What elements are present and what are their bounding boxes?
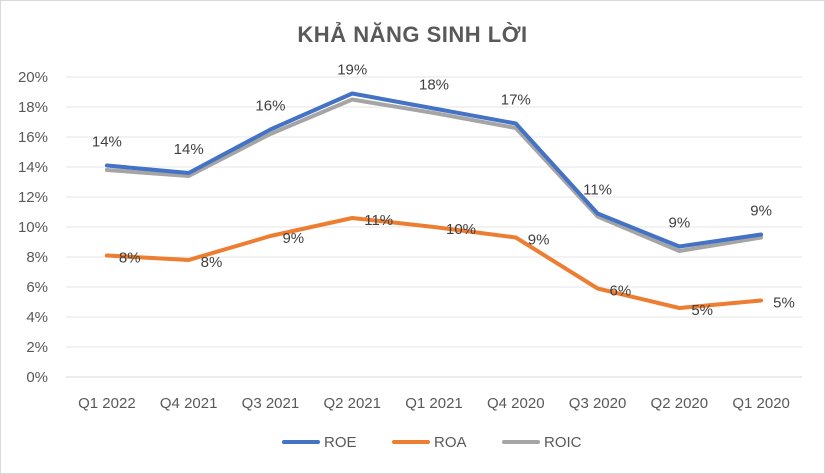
y-tick-label: 10% [18,219,48,236]
data-label-roe: 14% [174,141,204,158]
y-tick-label: 6% [26,279,48,296]
chart-title: KHẢ NĂNG SINH LỜI [297,22,528,47]
data-label-roa: 11% [364,212,393,229]
data-label-roa: 5% [773,295,795,312]
y-tick-label: 12% [18,189,48,206]
data-label-roa: 10% [446,221,476,238]
data-label-roe: 14% [92,134,122,151]
x-tick-label: Q4 2021 [160,395,218,412]
data-label-roa: 5% [691,302,713,319]
y-tick-label: 2% [26,339,48,356]
y-tick-label: 20% [18,69,48,86]
y-tick-label: 4% [26,309,48,326]
legend-label-roa: ROA [434,434,467,451]
series-line-roa [104,216,764,310]
y-axis-ticks: 0% 2% 4% 6% 8% 10% 12% 14% 16% 18% 20% [18,69,48,386]
data-label-roe: 18% [419,77,449,94]
series-lines [104,91,764,310]
y-tick-label: 16% [18,129,48,146]
data-label-roe: 16% [255,98,285,115]
data-label-roe: 11% [583,182,612,199]
legend-label-roic: ROIC [544,434,582,451]
data-label-roa: 8% [201,254,223,271]
data-label-roe: 19% [337,62,367,79]
x-tick-label: Q1 2022 [78,395,136,412]
data-labels: 14% 14% 16% 19% 18% 17% 11% 9% 9% 8% 8% 9% 11% 10% 9% 6… [92,62,795,320]
y-tick-label: 0% [26,369,48,386]
legend-label-roe: ROE [324,434,357,451]
x-tick-label: Q3 2020 [569,395,627,412]
data-label-roa: 6% [610,283,632,300]
y-tick-label: 18% [18,99,48,116]
series-line-roe [104,91,764,249]
y-tick-label: 14% [18,159,48,176]
data-label-roe: 17% [501,92,531,109]
data-label-roa: 9% [282,230,304,247]
x-tick-label: Q2 2021 [323,395,381,412]
data-label-roe: 9% [668,215,690,232]
data-label-roe: 9% [750,203,772,220]
legend: ROE ROA ROIC [282,434,582,451]
x-tick-label: Q1 2020 [732,395,790,412]
x-tick-label: Q4 2020 [487,395,545,412]
y-tick-label: 8% [26,249,48,266]
x-tick-label: Q1 2021 [405,395,463,412]
x-tick-label: Q3 2021 [242,395,300,412]
data-label-roa: 8% [119,250,141,267]
x-tick-label: Q2 2020 [651,395,709,412]
series-line-roic [104,97,764,253]
data-label-roa: 9% [528,232,550,249]
x-axis-ticks: Q1 2022 Q4 2021 Q3 2021 Q2 2021 Q1 2021 Q4 20… [78,395,790,412]
